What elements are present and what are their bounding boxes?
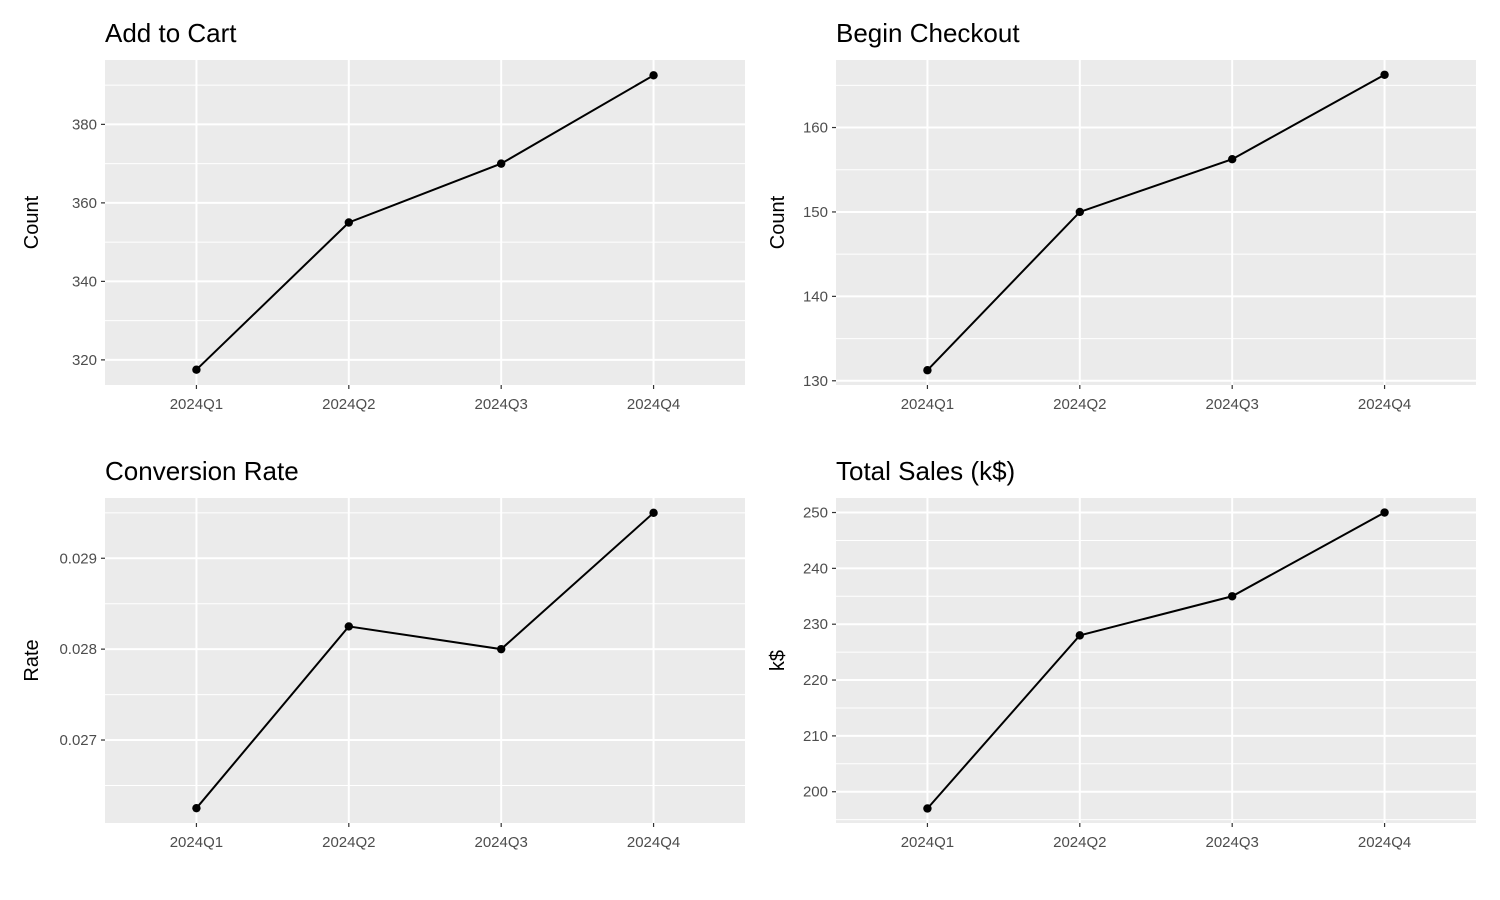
series-line <box>195 512 655 809</box>
x-tick-label: 2024Q2 <box>322 834 375 851</box>
data-point-2024q4 <box>1380 70 1389 79</box>
y-tick-label: 240 <box>803 560 828 577</box>
x-tick-label: 2024Q2 <box>1053 396 1106 413</box>
panel-title: Begin Checkout <box>836 18 1020 48</box>
y-tick-label: 140 <box>803 288 828 305</box>
data-point-2024q2 <box>344 622 354 631</box>
y-tick-label: 250 <box>803 505 828 522</box>
series-line <box>926 73 1386 371</box>
data-point-2024q1 <box>192 803 201 813</box>
y-tick-label: 340 <box>72 273 97 290</box>
x-tick-label: 2024Q3 <box>1205 396 1258 413</box>
panel-conversion-rate: 0.027 0.028 0.029 2024Q1 2024Q2 2024Q3 2024Q4 C… <box>21 456 745 851</box>
panel-title: Total Sales (k$) <box>836 456 1015 486</box>
y-tick-label: 160 <box>803 120 828 137</box>
y-tick-label: 210 <box>803 728 828 745</box>
panel-total-sales-k: 200 210 220 230 240 250 2024Q1 2024Q2 2024Q3 2024… <box>767 456 1476 851</box>
panel-add-to-cart: 320 340 360 380 2024Q1 2024Q2 2024Q3 2024Q4 Add … <box>21 18 745 413</box>
y-tick-label: 150 <box>803 204 828 221</box>
data-point-2024q2 <box>344 218 354 227</box>
x-tick-label: 2024Q2 <box>1053 834 1106 851</box>
x-tick-label: 2024Q1 <box>901 396 954 413</box>
panel-begin-checkout: 130 140 150 160 2024Q1 2024Q2 2024Q3 2024Q4 Begi… <box>767 18 1476 413</box>
y-tick-label: 200 <box>803 784 828 801</box>
x-tick-label: 2024Q4 <box>1358 834 1411 851</box>
x-tick-label: 2024Q3 <box>474 396 527 413</box>
y-tick-label: 230 <box>803 616 828 633</box>
series-line <box>926 511 1386 810</box>
data-point-2024q3 <box>1227 592 1237 601</box>
x-tick-label: 2024Q4 <box>627 396 680 413</box>
x-tick-label: 2024Q4 <box>627 834 680 851</box>
y-tick-label: 320 <box>72 352 97 369</box>
data-point-2024q3 <box>496 644 506 654</box>
panel-background <box>105 498 745 823</box>
x-tick-label: 2024Q1 <box>170 834 223 851</box>
y-tick-label: 380 <box>72 116 97 133</box>
y-tick-label: 130 <box>803 373 828 390</box>
y-axis-label: k$ <box>767 650 789 671</box>
y-tick-label: 0.028 <box>59 641 97 658</box>
data-point-2024q4 <box>649 508 658 518</box>
x-tick-label: 2024Q2 <box>322 396 375 413</box>
x-tick-label: 2024Q1 <box>901 834 954 851</box>
data-point-2024q3 <box>1227 154 1237 164</box>
data-point-2024q1 <box>923 804 932 813</box>
x-tick-label: 2024Q3 <box>1205 834 1258 851</box>
data-point-2024q3 <box>496 159 506 168</box>
y-axis-label: Count <box>21 195 43 249</box>
data-point-2024q1 <box>192 365 201 374</box>
series-line <box>195 74 655 371</box>
data-point-2024q4 <box>1380 508 1389 517</box>
data-point-2024q1 <box>923 366 932 375</box>
data-point-2024q2 <box>1075 207 1085 217</box>
data-point-2024q4 <box>649 71 658 80</box>
data-point-2024q2 <box>1075 631 1085 640</box>
y-tick-label: 0.029 <box>59 550 97 567</box>
y-tick-label: 360 <box>72 195 97 212</box>
x-tick-label: 2024Q4 <box>1358 396 1411 413</box>
panel-title: Add to Cart <box>105 18 237 48</box>
y-axis-label: Rate <box>21 639 43 681</box>
panel-background <box>105 60 745 385</box>
y-tick-label: 220 <box>803 672 828 689</box>
x-tick-label: 2024Q1 <box>170 396 223 413</box>
panel-background <box>836 60 1476 385</box>
x-tick-label: 2024Q3 <box>474 834 527 851</box>
panel-background <box>836 498 1476 823</box>
panel-title: Conversion Rate <box>105 456 299 486</box>
y-tick-label: 0.027 <box>59 732 97 749</box>
y-axis-label: Count <box>767 195 789 249</box>
